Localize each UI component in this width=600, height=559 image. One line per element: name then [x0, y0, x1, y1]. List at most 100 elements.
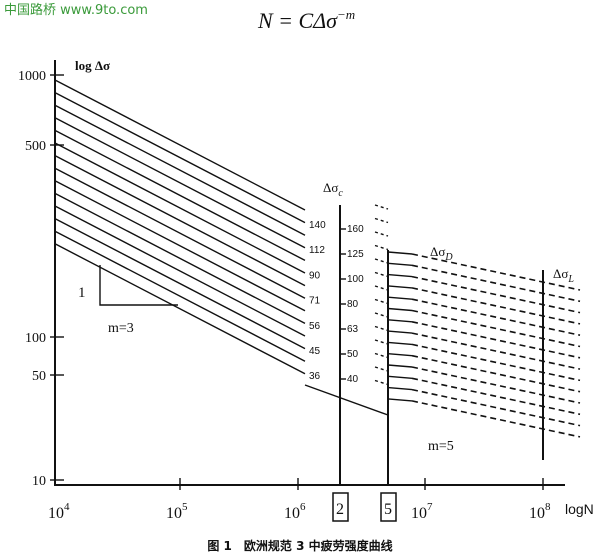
curve-c-seg [374, 366, 389, 372]
curve-label: 50 [347, 349, 359, 360]
curve-tail [304, 384, 389, 416]
x-tick-exp: 4 [64, 501, 70, 513]
sigma-c-sub: c [338, 188, 343, 199]
sigma-l: ΔσL [553, 266, 574, 285]
curve-m3 [54, 192, 306, 325]
curve-c-seg [374, 352, 389, 359]
x-tick-base: 10 [48, 505, 64, 522]
curve-c-seg [374, 217, 389, 224]
boxed-tick: 5 [384, 501, 392, 518]
curve-d-dash [411, 253, 581, 291]
curve-d-dash [411, 400, 581, 438]
curve-c-seg [374, 379, 389, 386]
curve-c-seg [374, 244, 389, 251]
curve-d-solid [387, 307, 413, 312]
curve-d-dash [411, 388, 581, 427]
curve-label: 160 [347, 224, 364, 235]
curve-m3 [54, 205, 306, 337]
curve-d-solid [387, 251, 413, 255]
curve-label: 56 [309, 321, 321, 332]
curve-label: 71 [309, 296, 321, 307]
curve-d-solid [387, 285, 413, 289]
curve-d-solid [387, 319, 413, 323]
x-tick-base: 10 [166, 505, 182, 522]
curve-m3 [54, 154, 306, 287]
curve-d-solid [387, 262, 413, 266]
curve-m3 [54, 91, 306, 224]
box-2 [332, 492, 349, 522]
sigma-d-main: Δσ [430, 244, 445, 259]
curve-label: 63 [347, 324, 359, 335]
curve-m3 [54, 104, 306, 236]
curve-d-dash [411, 287, 581, 325]
axes [54, 60, 565, 486]
curve-m3 [54, 167, 306, 299]
curve-d-dash [411, 332, 581, 370]
curve-c-seg [374, 204, 389, 210]
curve-c-seg [374, 271, 389, 278]
sigma-d: ΔσD [430, 244, 453, 263]
x-tick-exp: 8 [545, 501, 551, 513]
x-axis-label: logN [565, 501, 594, 517]
curve-d-dash [411, 343, 581, 382]
slope-one: 1 [78, 285, 86, 301]
curve-c-seg [374, 325, 389, 332]
curve-d-solid [387, 386, 413, 391]
curve-c-seg [374, 298, 389, 305]
x-tick-base: 10 [284, 505, 300, 522]
curve-m3 [54, 142, 306, 274]
curve-m3 [54, 117, 306, 249]
m5-label: m=5 [428, 439, 454, 454]
curve-m3 [54, 243, 306, 375]
curve-d-dash [411, 321, 581, 359]
curve-d-dash [411, 377, 581, 416]
curve-m3 [54, 217, 306, 350]
curve-label: 90 [309, 270, 321, 281]
x-tick-exp: 7 [427, 501, 433, 513]
curve-m3 [54, 230, 306, 362]
sigma-c-main: Δσ [323, 180, 338, 195]
y-tick-label: 50 [32, 369, 46, 384]
y-tick-label: 100 [25, 331, 46, 346]
sigma-d-sub: D [444, 252, 453, 263]
curve-d-solid [387, 330, 413, 334]
curve-m3 [54, 180, 306, 312]
caption: 图 1 欧洲规范 3 中疲劳强度曲线 [207, 538, 392, 553]
curve-d-solid [387, 398, 413, 402]
x-tick-label: 105 [166, 501, 188, 522]
curve-d-dash [411, 366, 581, 404]
curve-d-dash [411, 275, 581, 314]
formula-exponent: −m [337, 7, 355, 22]
slope-triangle [99, 265, 178, 306]
x-tick-exp: 6 [300, 501, 306, 513]
curve-label: 112 [309, 245, 325, 256]
sigma-c: Δσc [323, 180, 343, 199]
curve-c-seg [374, 231, 389, 237]
curve-d-solid [387, 375, 413, 379]
curve-label: 40 [347, 374, 359, 385]
curve-d-dash [411, 309, 581, 348]
curve-m3 [54, 79, 306, 211]
y-tick-label: 1000 [18, 69, 46, 84]
y-axis-label: log Δσ [75, 58, 110, 73]
curve-d-dash [411, 354, 581, 393]
curve-d-solid [387, 353, 413, 357]
watermark: 中国路桥 www.9to.com [4, 2, 148, 18]
sigma-l-sub: L [567, 274, 574, 285]
curve-label: 80 [347, 299, 359, 310]
formula: N = CΔσ−m [257, 7, 355, 33]
x-tick-base: 10 [411, 505, 427, 522]
curve-c-seg [374, 285, 389, 291]
x-tick-label: 107 [411, 501, 433, 522]
curve-d-solid [387, 273, 413, 278]
box-5 [380, 492, 397, 522]
curve-label: 36 [309, 371, 321, 382]
curve-c-seg [374, 339, 389, 345]
curve-c-seg [374, 258, 389, 264]
curve-label: 45 [309, 346, 321, 357]
curve-c-seg [374, 312, 389, 318]
m3-label: m=3 [108, 321, 134, 336]
curve-d-solid [387, 296, 413, 300]
y-tick-label: 10 [32, 474, 46, 489]
